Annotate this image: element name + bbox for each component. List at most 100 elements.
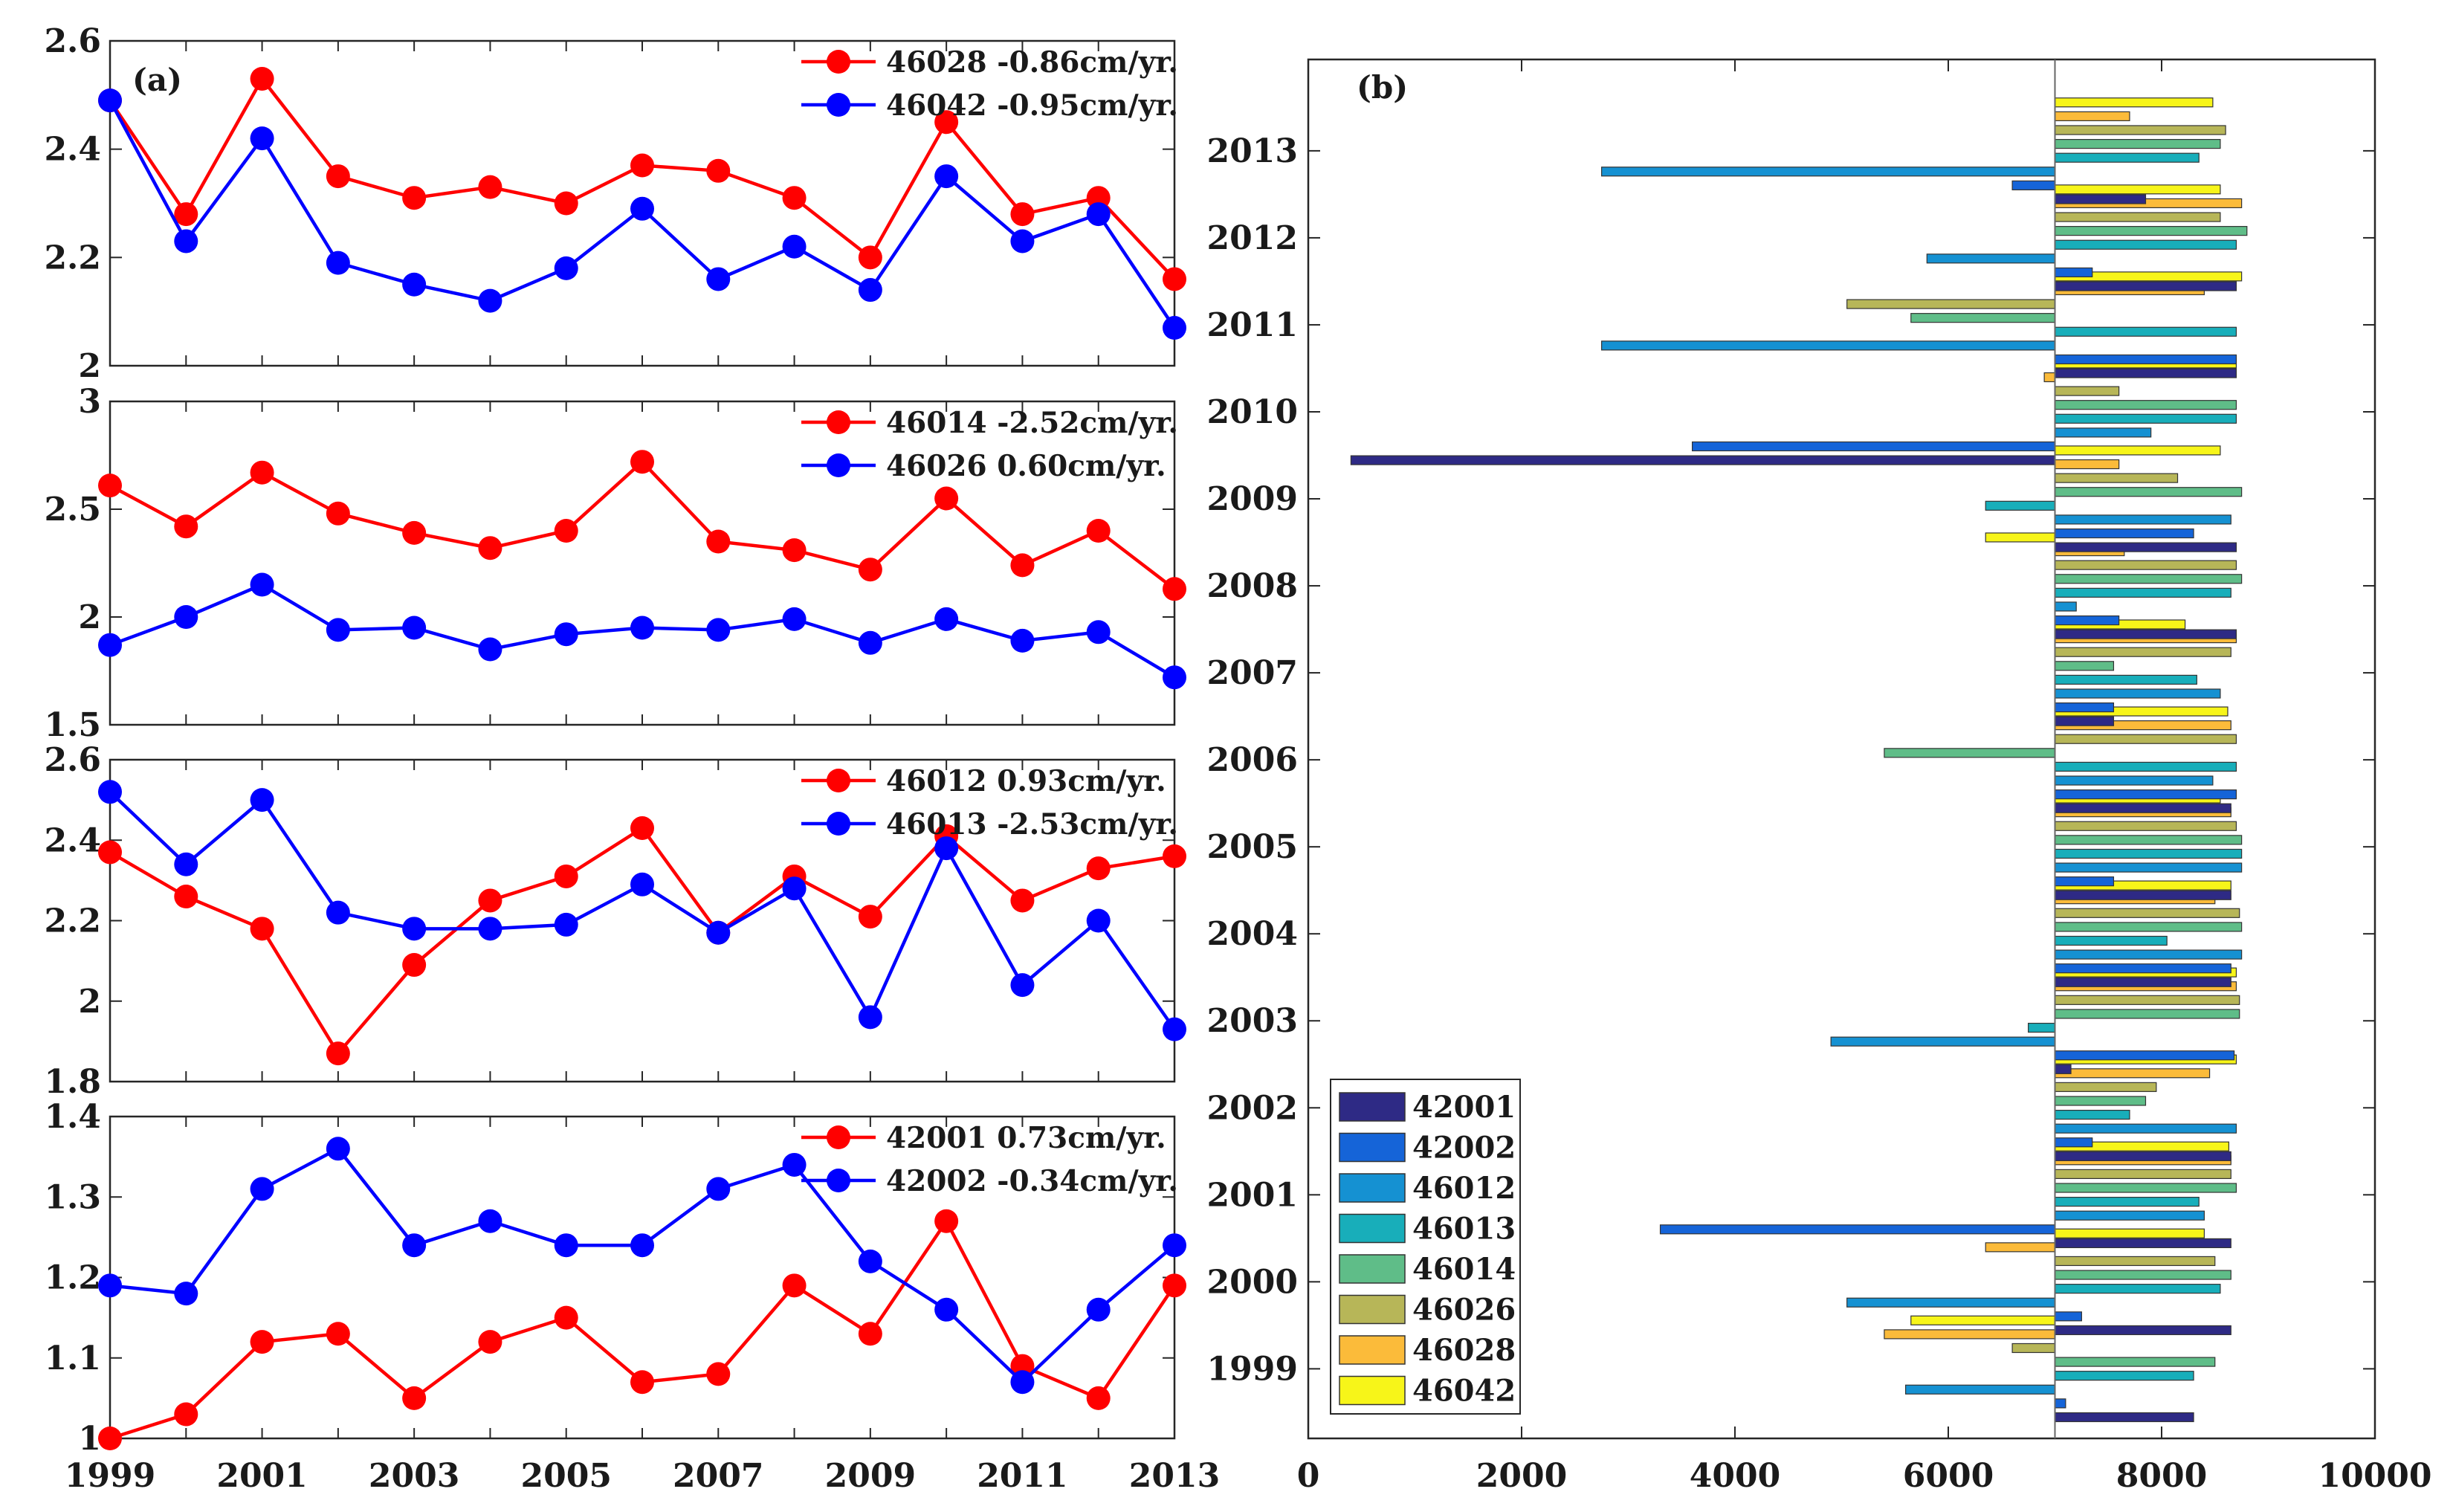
panel-a3-series-point: [250, 788, 274, 812]
panel-b-bar: [2054, 674, 2197, 685]
panel-b-bar: [2054, 267, 2093, 278]
panel-a4-series-point: [858, 1322, 882, 1346]
panel-a3-ytick-label: 2.6: [44, 741, 101, 779]
panel-b-bar: [2054, 963, 2231, 974]
panel-a1-series-point: [858, 245, 882, 270]
panel-a4-ytick-label: 1.2: [44, 1259, 101, 1297]
panel-a1-legend-marker: [827, 50, 850, 74]
panel-a3-series-point: [1086, 856, 1111, 881]
panel-b-bar: [2054, 1412, 2194, 1423]
panel-b-bar: [2054, 803, 2231, 813]
panel-a3-series-point: [554, 864, 578, 888]
panel-a1-series-point: [554, 191, 578, 216]
panel-b-bar: [2054, 226, 2248, 236]
panel-a4-series-point: [98, 1273, 122, 1298]
panel-a1-series-point: [706, 267, 731, 291]
panel-a4-series-point: [782, 1273, 807, 1298]
panel-a-xtick-label: 2009: [825, 1457, 916, 1495]
panel-b-bar: [2054, 1123, 2237, 1134]
panel-a3-series-point: [1010, 973, 1035, 998]
panel-b-bar: [1350, 455, 2056, 465]
panel-a3-series-point: [174, 885, 198, 909]
panel-a3-ytick-label: 2: [78, 983, 101, 1021]
panel-b-bar: [2054, 1398, 2066, 1409]
panel-a4-series-point: [554, 1305, 578, 1330]
panel-b-bar: [2054, 1311, 2082, 1322]
panel-a3-series-point: [782, 876, 807, 901]
panel-a2-series-point: [858, 630, 882, 655]
panel-b-bar: [1846, 299, 2056, 309]
panel-a1-series-point: [478, 288, 502, 313]
panel-a2-series-point: [554, 519, 578, 543]
panel-b-bar: [1692, 441, 2056, 452]
panel-a1-series-point: [1163, 316, 1186, 340]
panel-b-bar: [2054, 1183, 2237, 1193]
panel-b-bar: [2054, 1284, 2221, 1294]
panel-a3-legend-marker: [827, 812, 850, 836]
panel-a2-legend-marker: [827, 453, 850, 477]
panel-a4-series-point: [174, 1282, 198, 1306]
panel-a1-legend-label: 46028 -0.86cm/yr.: [886, 45, 1178, 80]
panel-a1-series-point: [782, 186, 807, 210]
panel-b-legend-swatch: [1339, 1213, 1406, 1244]
panel-b-ytick-label: 1999: [1207, 1350, 1298, 1388]
panel-b-xtick-label: 0: [1297, 1457, 1320, 1495]
panel-a3-series-point: [554, 912, 578, 937]
panel-b-bar: [1830, 1036, 2056, 1047]
panel-a2-ytick-label: 2: [78, 598, 101, 636]
panel-a-xtick-label: 2011: [977, 1457, 1067, 1495]
panel-a1-series-point: [402, 186, 427, 210]
panel-b-bar: [2054, 125, 2226, 135]
panel-a4-series-point: [402, 1233, 427, 1258]
panel-a2-legend-marker: [827, 410, 850, 434]
panel-b-legend-label: 46026: [1412, 1293, 1516, 1328]
panel-a3-series-point: [478, 888, 502, 913]
panel-a-xtick-label: 2003: [369, 1457, 459, 1495]
panel-a4-series-point: [630, 1233, 654, 1258]
panel-b-bar: [1884, 748, 2056, 758]
panel-a1-legend-marker: [827, 93, 850, 117]
panel-b-legend-label: 46013: [1412, 1212, 1516, 1247]
panel-a2-legend-label: 46014 -2.52cm/yr.: [886, 406, 1178, 440]
panel-b-bar: [2011, 180, 2056, 190]
panel-b-bar: [2054, 386, 2120, 396]
panel-a4-series-point: [1163, 1233, 1186, 1258]
panel-a2-series-point: [858, 558, 882, 582]
panel-b-bar: [2054, 487, 2243, 497]
panel-a4-legend-marker: [827, 1125, 850, 1149]
panel-b-bar: [2054, 761, 2237, 772]
panel-a4-series-point: [630, 1370, 654, 1395]
panel-a4-series-point: [98, 1427, 122, 1450]
panel-b-bar: [2054, 647, 2231, 657]
panel-a4-series-point: [858, 1249, 882, 1273]
panel-a4-series-point: [478, 1209, 502, 1233]
panel-a3-series-point: [934, 836, 959, 861]
panel-b-bar: [2054, 601, 2077, 612]
panel-b-bar: [1884, 1329, 2056, 1340]
panel-b-frame: [1307, 58, 2376, 1440]
panel-a3-series-point: [630, 872, 654, 896]
panel-b-bar: [2028, 1022, 2056, 1033]
panel-b-bar: [2054, 716, 2115, 726]
panel-b-bar: [2054, 835, 2243, 845]
panel-b-bar: [2054, 138, 2221, 149]
panel-a1-ytick-label: 2.6: [44, 22, 101, 60]
panel-a2-series-point: [98, 474, 122, 498]
panel-a3-series-point: [98, 840, 122, 865]
panel-a1-series-point: [1010, 229, 1035, 253]
panel-b-legend-swatch: [1339, 1173, 1406, 1203]
panel-b-legend-label: 46014: [1412, 1252, 1516, 1287]
panel-b-bar: [2054, 1151, 2231, 1161]
panel-a1-series-point: [934, 110, 959, 135]
panel-a-xtick-label: 1999: [65, 1457, 155, 1495]
panel-b-legend-swatch: [1339, 1375, 1406, 1406]
panel-b-bar: [2054, 995, 2240, 1005]
panel-b-ytick-label: 2005: [1207, 828, 1298, 866]
panel-a2-series-point: [1086, 519, 1111, 543]
panel-b-bar: [2054, 890, 2231, 900]
panel-a2-series-point: [174, 514, 198, 539]
panel-a4-ytick-label: 1: [78, 1420, 101, 1458]
panel-a-xtick-label: 2001: [216, 1457, 307, 1495]
panel-b-bar: [2054, 1238, 2231, 1249]
